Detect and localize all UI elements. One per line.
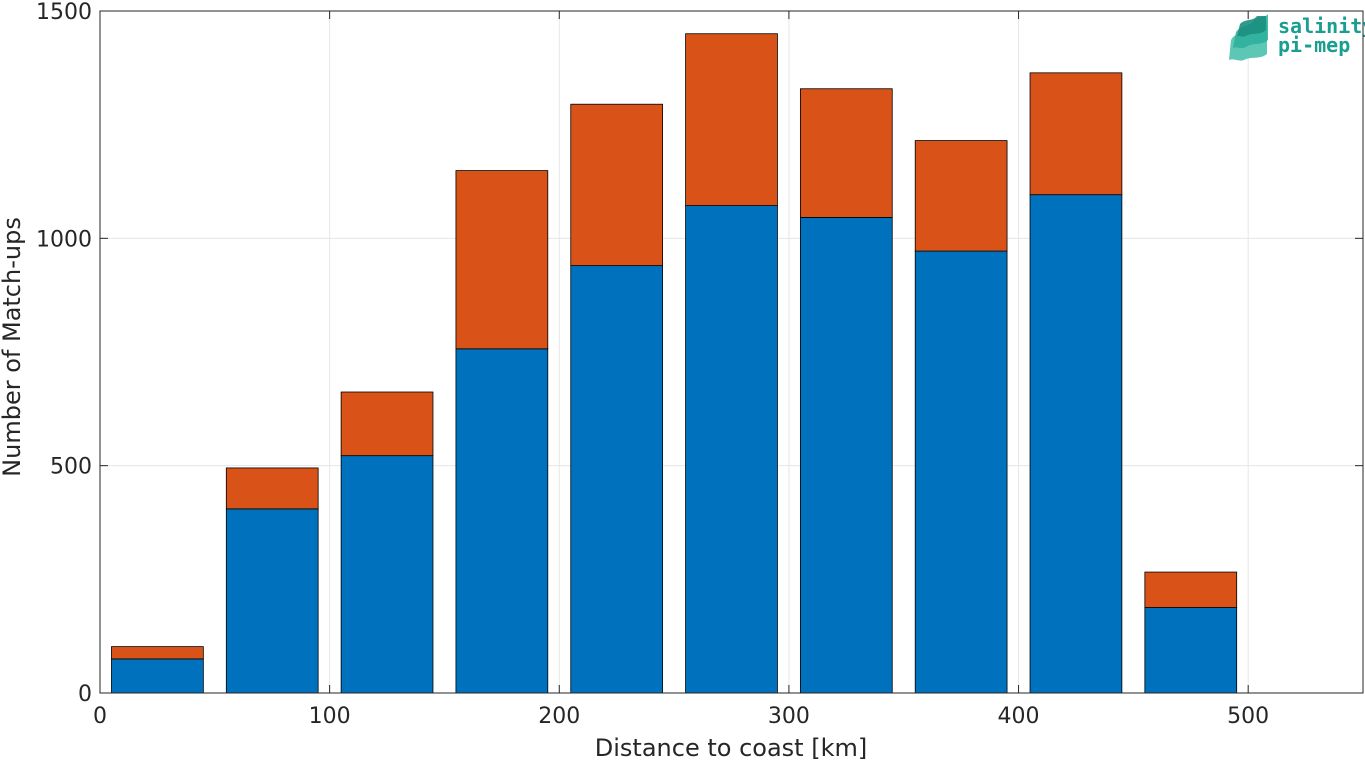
bar-series1 bbox=[799, 217, 893, 694]
y-tick-label: 1500 bbox=[36, 0, 92, 25]
x-tick-label: 400 bbox=[998, 704, 1040, 729]
tick-labels: 0 100 200 300 400 500 0 500 1000 1500 bbox=[36, 0, 1269, 729]
wave-logo-icon bbox=[1229, 14, 1268, 61]
bar-series1 bbox=[225, 508, 319, 694]
bar-series2 bbox=[799, 88, 893, 218]
bar-series2 bbox=[914, 140, 1008, 252]
bar-series1 bbox=[455, 348, 549, 694]
bar-series1 bbox=[570, 265, 664, 694]
bar-series2 bbox=[1029, 72, 1123, 196]
bar-series2 bbox=[340, 391, 434, 457]
x-axis-label: Distance to coast [km] bbox=[595, 734, 867, 761]
bar-series1 bbox=[340, 455, 434, 694]
y-tick-label: 1000 bbox=[36, 227, 92, 252]
axes bbox=[99, 10, 1364, 694]
bar-series2 bbox=[570, 103, 664, 267]
bar-series1 bbox=[1144, 607, 1238, 694]
bar-series2 bbox=[1144, 571, 1238, 608]
bar-series2 bbox=[685, 33, 778, 206]
logo-text-salinity: salinity bbox=[1278, 14, 1365, 38]
bars bbox=[111, 33, 1238, 694]
axes-box bbox=[99, 10, 1364, 694]
y-axis-label: Number of Match-ups bbox=[0, 217, 26, 477]
bar-series1 bbox=[685, 205, 778, 694]
logo-text-pi-mep: pi-mep bbox=[1278, 33, 1350, 57]
x-tick-label: 500 bbox=[1227, 704, 1269, 729]
y-tick-label: 0 bbox=[78, 682, 92, 707]
bar-series1 bbox=[111, 658, 204, 694]
x-tick-label: 0 bbox=[93, 704, 107, 729]
x-tick-label: 200 bbox=[538, 704, 580, 729]
bar-series1 bbox=[1029, 194, 1123, 694]
x-tick-label: 300 bbox=[768, 704, 810, 729]
bar-series2 bbox=[111, 646, 204, 660]
salinity-pi-mep-logo: salinity pi-mep bbox=[1229, 14, 1365, 61]
y-tick-label: 500 bbox=[50, 455, 92, 480]
bar-series2 bbox=[225, 467, 319, 510]
x-tick-label: 100 bbox=[309, 704, 351, 729]
bar-series1 bbox=[914, 250, 1008, 694]
bar-series2 bbox=[455, 170, 549, 350]
